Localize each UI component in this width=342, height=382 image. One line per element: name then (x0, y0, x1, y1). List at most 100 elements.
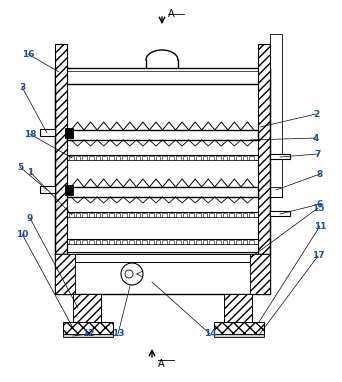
Bar (40, 186, 55, 193)
Bar (169, 156, 174, 160)
Bar (229, 156, 234, 160)
Bar (82, 213, 87, 217)
Bar (143, 240, 147, 244)
Bar (236, 156, 241, 160)
Bar (229, 213, 234, 217)
Text: 9: 9 (27, 214, 33, 222)
Bar (236, 213, 241, 217)
Bar (223, 213, 227, 217)
Bar (122, 240, 127, 244)
Bar (149, 156, 154, 160)
Bar (169, 213, 174, 217)
Bar (214, 322, 264, 334)
Bar (102, 156, 107, 160)
Text: 15: 15 (312, 204, 324, 212)
Bar (176, 213, 181, 217)
Bar (76, 213, 80, 217)
Bar (176, 240, 181, 244)
Bar (129, 213, 134, 217)
Bar (67, 130, 258, 140)
Text: 8: 8 (317, 170, 323, 178)
Bar (136, 213, 141, 217)
Bar (202, 240, 207, 244)
Bar (196, 213, 200, 217)
Bar (122, 156, 127, 160)
Bar (183, 156, 187, 160)
Bar (82, 240, 87, 244)
Bar (249, 156, 254, 160)
Bar (249, 240, 254, 244)
Bar (162, 156, 167, 160)
Bar (214, 334, 264, 337)
Bar (96, 156, 101, 160)
Bar (89, 240, 94, 244)
Text: 5: 5 (17, 162, 23, 172)
Bar (202, 156, 207, 160)
Bar (216, 240, 221, 244)
Bar (55, 44, 67, 254)
Text: 14: 14 (204, 330, 216, 338)
Bar (242, 240, 247, 244)
Bar (196, 240, 200, 244)
Bar (223, 240, 227, 244)
Bar (65, 185, 73, 195)
Text: 11: 11 (314, 222, 326, 230)
Bar (75, 254, 250, 262)
Bar (89, 156, 94, 160)
Bar (270, 34, 282, 197)
Bar (129, 240, 134, 244)
Text: A: A (168, 9, 175, 19)
Bar (223, 156, 227, 160)
Text: 6: 6 (317, 199, 323, 209)
Bar (109, 240, 114, 244)
Bar (143, 156, 147, 160)
Bar (183, 213, 187, 217)
Bar (258, 68, 270, 84)
Bar (67, 187, 258, 197)
Bar (89, 213, 94, 217)
Bar (162, 213, 167, 217)
Bar (209, 213, 214, 217)
Bar (55, 254, 75, 294)
Text: 10: 10 (16, 230, 28, 238)
Bar (102, 213, 107, 217)
Bar (196, 156, 200, 160)
Text: 3: 3 (19, 83, 25, 92)
Bar (209, 156, 214, 160)
Bar (156, 213, 160, 217)
Bar (183, 240, 187, 244)
Bar (109, 156, 114, 160)
Bar (162, 240, 167, 244)
Bar (69, 156, 74, 160)
Bar (236, 240, 241, 244)
Text: 13: 13 (112, 330, 124, 338)
Bar (189, 240, 194, 244)
Bar (149, 213, 154, 217)
Bar (116, 213, 120, 217)
Bar (96, 213, 101, 217)
Bar (258, 44, 270, 254)
Bar (156, 240, 160, 244)
Bar (143, 213, 147, 217)
Text: 12: 12 (82, 330, 94, 338)
Bar (122, 213, 127, 217)
Bar (96, 240, 101, 244)
Text: 2: 2 (313, 110, 319, 118)
Bar (270, 154, 290, 159)
Bar (40, 129, 55, 136)
Bar (63, 322, 113, 334)
Text: 1: 1 (27, 167, 33, 176)
Bar (270, 211, 290, 216)
Bar (209, 240, 214, 244)
Bar (242, 213, 247, 217)
Text: 18: 18 (24, 129, 36, 139)
Bar (216, 213, 221, 217)
Bar (69, 240, 74, 244)
Bar (109, 213, 114, 217)
Bar (63, 334, 113, 337)
Bar (189, 213, 194, 217)
Bar (55, 68, 270, 84)
Bar (216, 156, 221, 160)
Bar (82, 156, 87, 160)
Bar (116, 156, 120, 160)
